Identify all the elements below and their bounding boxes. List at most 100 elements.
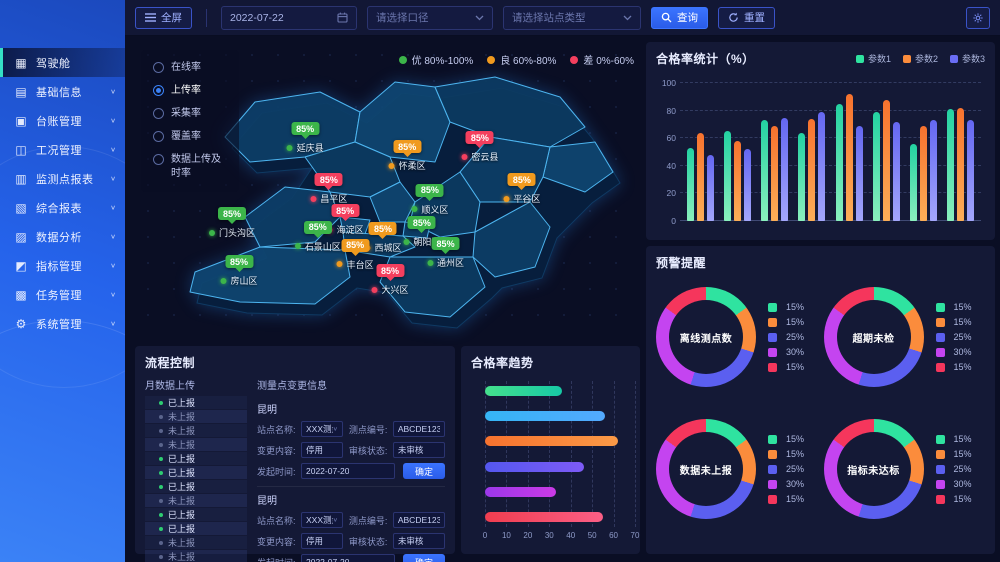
chevron-down-icon: ∨	[332, 426, 338, 433]
donut-ring: 指标未达标	[823, 419, 924, 519]
confirm-button[interactable]: 确定	[403, 554, 445, 562]
marker-value-pill: 85%	[291, 122, 320, 136]
slice-value: 25%	[786, 464, 805, 474]
sidebar-item[interactable]: ▦ 驾驶舱	[0, 48, 125, 77]
x-tick-label: 10	[501, 531, 511, 540]
field-input[interactable]: 未审核	[392, 533, 445, 549]
sidebar-item[interactable]: ▩ 任务管理 ∨	[0, 280, 125, 309]
marker-dot	[461, 153, 468, 160]
marker-dot	[208, 229, 215, 236]
marker-dot	[411, 206, 418, 213]
bar-group	[724, 131, 752, 221]
sidebar-item[interactable]: ▨ 数据分析 ∨	[0, 222, 125, 251]
upload-row: 未上报	[145, 550, 247, 562]
slice-value: 15%	[953, 317, 972, 327]
status-dot	[159, 554, 163, 559]
legend-item: 参数1	[855, 52, 891, 65]
slice-value: 15%	[953, 434, 972, 444]
upload-row: 已上报	[145, 522, 247, 535]
reset-button[interactable]: 重置	[718, 6, 775, 29]
confirm-button[interactable]: 确定	[403, 463, 445, 479]
status-dot	[159, 498, 163, 503]
marker-label: 石景山区	[304, 241, 341, 252]
sidebar-item[interactable]: ▥ 监测点报表 ∨	[0, 164, 125, 193]
donut-chart: 数据未上报 15% 15% 25% 30% 15%	[656, 419, 818, 519]
legend-item: 优 80%-100%	[398, 52, 473, 67]
sidebar-item[interactable]: ▤ 基础信息 ∨	[0, 77, 125, 106]
menu-icon	[145, 13, 156, 22]
field-value: 停用	[306, 536, 324, 546]
metric-radio[interactable]: 在线率	[153, 61, 227, 75]
sidebar-item-label: 监测点报表	[36, 173, 94, 186]
map-marker: 85% 怀柔区	[388, 140, 426, 172]
bar	[781, 117, 789, 221]
marker-label: 昌平区	[320, 194, 348, 205]
gridline	[485, 381, 486, 527]
field-input[interactable]: 2022-07-20	[301, 554, 395, 562]
metric-radio[interactable]: 覆盖率	[153, 130, 227, 144]
field-input[interactable]: 未审核	[392, 442, 445, 458]
legend-dot	[398, 55, 407, 64]
status-dot	[159, 400, 163, 405]
site-type-select[interactable]: 请选择站点类型	[503, 5, 641, 30]
sidebar-item[interactable]: ⚙ 系统管理 ∨	[0, 309, 125, 338]
search-button[interactable]: 查询	[651, 6, 708, 29]
site-name-select[interactable]: XXX测量点∨	[301, 421, 343, 437]
marker-dot	[310, 195, 317, 202]
field-input[interactable]: 停用	[301, 442, 343, 458]
bar	[485, 486, 556, 497]
gear-icon	[973, 12, 983, 23]
donut-legend: 15% 15% 25% 30% 15%	[935, 302, 972, 372]
donut-legend-item: 15%	[768, 362, 804, 372]
site-name-select[interactable]: XXX测量点∨	[301, 512, 343, 528]
field-label: 测点编号:	[348, 515, 388, 526]
slice-value: 30%	[953, 347, 972, 357]
field-label: 站点名称:	[257, 515, 296, 526]
upload-status-label: 已上报	[168, 482, 196, 492]
slice-value: 30%	[786, 347, 805, 357]
caliber-select[interactable]: 请选择口径	[367, 5, 493, 30]
search-label: 查询	[677, 12, 698, 24]
bar	[966, 120, 974, 221]
upload-row: 未上报	[145, 410, 247, 423]
bar	[892, 121, 900, 221]
settings-button[interactable]	[966, 6, 990, 29]
legend-swatch	[935, 332, 945, 342]
legend-item: 差 0%-60%	[570, 52, 634, 67]
metric-radio[interactable]: 采集率	[153, 107, 227, 121]
bar	[818, 111, 826, 221]
sidebar-item[interactable]: ◩ 指标管理 ∨	[0, 251, 125, 280]
legend-label: 良 60%-80%	[500, 56, 557, 67]
map-marker: 85% 密云县	[461, 131, 498, 163]
sidebar-item[interactable]: ▧ 综合报表 ∨	[0, 193, 125, 222]
work-condition-icon: ◫	[15, 142, 27, 157]
metric-radio[interactable]: 上传率	[153, 84, 227, 98]
marker-value-pill: 85%	[341, 238, 370, 252]
sidebar-item[interactable]: ▣ 台账管理 ∨	[0, 106, 125, 135]
metric-radio[interactable]: 数据上传及时率	[153, 153, 227, 181]
beijing-map	[189, 76, 621, 329]
legend-dot	[487, 55, 496, 64]
x-tick-label: 30	[544, 531, 554, 540]
field-input[interactable]: 停用	[301, 533, 343, 549]
donut-legend-item: 15%	[935, 449, 972, 459]
legend-swatch	[935, 434, 945, 444]
field-input[interactable]: 2022-07-20	[301, 463, 395, 479]
gridline	[570, 381, 572, 527]
fullscreen-button[interactable]: 全屏	[135, 6, 192, 29]
legend-swatch	[768, 302, 777, 312]
donut-legend-item: 25%	[935, 464, 972, 474]
chevron-down-icon: ∨	[110, 174, 116, 183]
sidebar-item[interactable]: ◫ 工况管理 ∨	[0, 135, 125, 164]
form-field: 发起时间: 2022-07-20	[257, 463, 395, 479]
date-input[interactable]: 2022-07-22	[221, 5, 357, 30]
alert-panel: 预警提醒 离线测点数 15% 15% 25% 30% 15% 超期未检 15% 15% 25% 30…	[646, 246, 995, 554]
bar	[485, 386, 563, 396]
field-input[interactable]: ABCDE12345	[392, 512, 445, 528]
status-dot	[159, 526, 163, 531]
marker-value-pill: 85%	[376, 264, 405, 277]
marker-place: 石景山区	[294, 240, 341, 253]
field-input[interactable]: ABCDE12345	[392, 421, 445, 437]
donut-legend: 15% 15% 25% 30% 15%	[768, 302, 804, 372]
